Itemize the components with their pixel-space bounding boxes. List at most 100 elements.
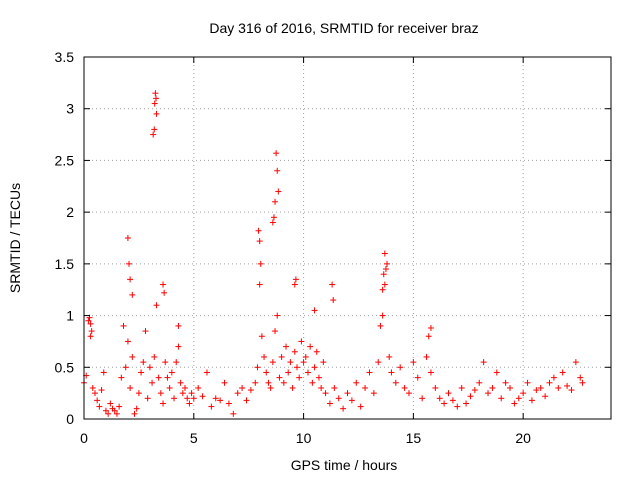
data-point	[432, 384, 439, 391]
data-point	[120, 322, 127, 329]
data-point	[255, 227, 262, 234]
y-tick-label: 1	[66, 308, 74, 324]
data-point	[370, 390, 377, 397]
data-point	[405, 390, 412, 397]
data-point	[362, 384, 369, 391]
data-point	[184, 395, 191, 402]
data-point	[506, 384, 513, 391]
data-point	[116, 403, 123, 410]
data-point	[287, 359, 294, 366]
data-point	[208, 403, 215, 410]
data-point	[98, 387, 105, 394]
data-point	[171, 395, 178, 402]
chart-title: Day 316 of 2016, SRMTID for receiver bra…	[209, 20, 478, 36]
data-point	[493, 369, 500, 376]
data-point	[340, 405, 347, 412]
data-point	[212, 395, 219, 402]
data-point	[331, 384, 338, 391]
data-point	[133, 405, 140, 412]
data-point	[425, 333, 432, 340]
data-point	[160, 281, 167, 288]
x-tick-label: 20	[515, 430, 531, 446]
y-tick-label: 2	[66, 204, 74, 220]
data-point	[275, 188, 282, 195]
data-point	[335, 395, 342, 402]
data-point	[441, 400, 448, 407]
y-tick-label: 1.5	[55, 256, 75, 272]
data-point	[511, 400, 518, 407]
data-point	[524, 379, 531, 386]
data-point	[318, 384, 325, 391]
data-point	[471, 387, 478, 394]
data-point	[100, 369, 107, 376]
data-point	[300, 359, 307, 366]
data-point	[311, 364, 318, 371]
data-point	[559, 369, 566, 376]
y-tick-label: 2.5	[55, 152, 75, 168]
data-point	[217, 397, 224, 404]
data-point	[344, 390, 351, 397]
data-point	[161, 289, 168, 296]
data-point	[122, 364, 129, 371]
data-point	[87, 320, 94, 327]
y-tick-label: 0	[66, 411, 74, 427]
data-point	[572, 359, 579, 366]
data-point	[152, 90, 159, 97]
data-point	[537, 384, 544, 391]
data-point	[410, 359, 417, 366]
data-point	[427, 369, 434, 376]
data-point	[258, 333, 265, 340]
data-point	[273, 150, 280, 157]
data-point	[155, 374, 162, 381]
data-point	[291, 348, 298, 355]
data-point	[269, 359, 276, 366]
y-tick-label: 3.5	[55, 49, 75, 65]
data-point	[126, 260, 133, 267]
data-point	[353, 379, 360, 386]
data-point	[293, 364, 300, 371]
data-point	[160, 400, 167, 407]
data-point	[348, 397, 355, 404]
data-point	[272, 198, 279, 205]
data-point	[265, 379, 272, 386]
data-point	[267, 384, 274, 391]
data-point	[449, 397, 456, 404]
data-point	[276, 374, 283, 381]
data-point	[381, 281, 388, 288]
x-axis-title: GPS time / hours	[291, 457, 398, 473]
data-point	[423, 353, 430, 360]
data-point	[292, 276, 299, 283]
data-point	[91, 390, 98, 397]
data-point	[179, 390, 186, 397]
data-point	[87, 333, 94, 340]
data-point	[388, 369, 395, 376]
data-point	[138, 369, 145, 376]
data-point	[381, 250, 388, 257]
data-point	[550, 374, 557, 381]
y-axis-title: SRMTID / TECUs	[7, 183, 23, 293]
data-point	[127, 276, 134, 283]
data-point	[283, 343, 290, 350]
data-point	[298, 338, 305, 345]
data-point	[129, 353, 136, 360]
data-point	[182, 384, 189, 391]
data-point	[436, 395, 443, 402]
data-point	[153, 302, 160, 309]
data-point	[329, 281, 336, 288]
data-point	[239, 384, 246, 391]
data-point	[313, 348, 320, 355]
data-point	[309, 379, 316, 386]
data-point	[564, 382, 571, 389]
data-point	[307, 343, 314, 350]
data-point	[278, 353, 285, 360]
data-point	[274, 167, 281, 174]
data-point	[274, 312, 281, 319]
data-point	[419, 395, 426, 402]
data-point	[502, 379, 509, 386]
data-point	[382, 266, 389, 273]
data-point	[151, 353, 158, 360]
data-point	[151, 126, 158, 133]
data-point	[379, 286, 386, 293]
data-point	[94, 397, 101, 404]
data-point	[330, 297, 337, 304]
